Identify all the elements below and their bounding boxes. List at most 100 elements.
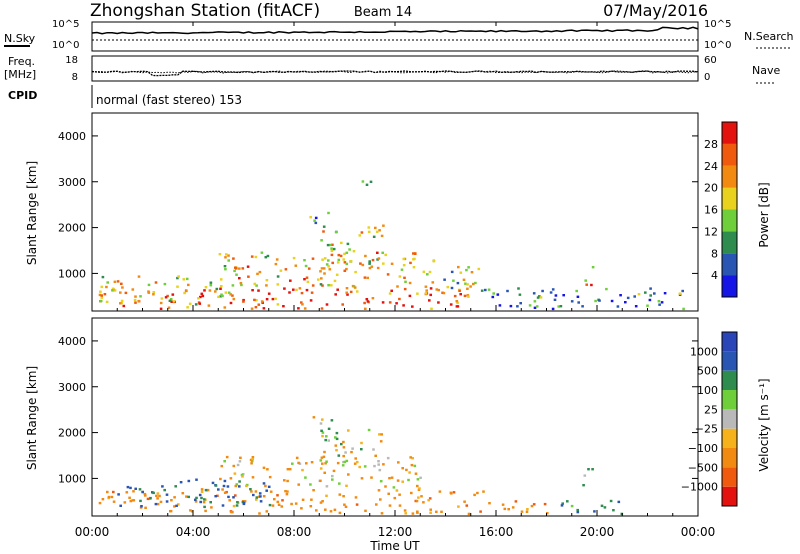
echo-cell xyxy=(273,498,276,501)
echo-cell xyxy=(382,262,385,265)
echo-cell xyxy=(479,510,482,513)
echo-cell xyxy=(147,283,151,287)
echo-cell xyxy=(113,280,117,283)
echo-cell xyxy=(119,291,122,294)
echo-cell xyxy=(364,307,367,310)
echo-cell xyxy=(590,283,593,287)
echo-cell xyxy=(149,496,152,500)
echo-cell xyxy=(123,501,127,504)
echo-cell xyxy=(182,278,186,281)
echo-cell xyxy=(541,289,544,293)
echo-cell xyxy=(353,286,357,289)
colorbar-tick-label: −25 xyxy=(695,423,718,436)
echo-cell xyxy=(239,281,243,285)
echo-cell xyxy=(250,462,253,465)
echo-cell xyxy=(228,499,231,502)
echo-cell xyxy=(333,279,337,283)
echo-cell xyxy=(342,258,345,261)
echo-cell xyxy=(416,484,419,488)
echo-cell xyxy=(428,299,431,302)
echo-cell xyxy=(517,287,520,290)
echo-cell xyxy=(325,460,328,463)
colorbar-swatch xyxy=(722,209,737,232)
colorbar-tick-label: 1000 xyxy=(690,345,718,358)
echo-cell xyxy=(251,476,255,479)
power-plot-frame xyxy=(91,112,699,312)
echo-cell xyxy=(101,498,105,501)
echo-cell xyxy=(492,292,495,295)
echo-cell xyxy=(223,460,226,463)
echo-region-0 xyxy=(98,488,485,516)
echo-cell xyxy=(113,289,117,292)
echo-region-2 xyxy=(219,455,422,490)
echo-cell xyxy=(359,262,362,265)
echo-cell xyxy=(232,504,236,508)
echo-cell xyxy=(358,234,362,237)
echo-cell xyxy=(254,490,258,493)
echo-cell xyxy=(456,281,460,285)
echo-cell xyxy=(266,254,270,258)
echo-cell xyxy=(344,505,348,508)
echo-cell xyxy=(311,257,315,260)
echo-cell xyxy=(388,477,391,480)
echo-cell xyxy=(343,261,347,264)
colorbar-frame xyxy=(721,331,738,507)
echo-cell xyxy=(314,216,318,220)
echo-cell xyxy=(466,294,470,297)
echo-region-8 xyxy=(584,266,595,287)
echo-cell xyxy=(301,303,304,306)
echo-cell xyxy=(259,500,263,503)
nsearch-tick-low: 10^0 xyxy=(704,40,731,51)
echo-cell xyxy=(467,266,470,269)
y-tick-label: 4000 xyxy=(58,335,86,348)
echo-cell xyxy=(187,283,190,287)
echo-cell xyxy=(320,307,324,310)
echo-cell xyxy=(169,509,173,513)
echo-cell xyxy=(176,285,179,288)
echo-cell xyxy=(324,508,327,511)
echo-cell xyxy=(463,294,467,298)
colorbar-swatch xyxy=(722,428,737,448)
colorbar-frame xyxy=(721,121,738,298)
echo-cell xyxy=(570,504,574,508)
colorbar-tick-label: 24 xyxy=(704,160,718,173)
echo-cell xyxy=(235,273,238,276)
echo-cell xyxy=(305,276,309,279)
echo-cell xyxy=(265,489,268,492)
echo-cell xyxy=(242,502,246,506)
echo-cell xyxy=(326,243,330,247)
echo-cell xyxy=(452,491,456,494)
echo-region-5 xyxy=(309,211,330,225)
echo-cell xyxy=(195,478,198,481)
echo-cell xyxy=(224,291,228,294)
echo-region-7 xyxy=(582,468,594,487)
echo-cell xyxy=(124,291,128,295)
echo-cell xyxy=(221,504,225,507)
echo-cell xyxy=(551,307,555,311)
velocity-heatmap xyxy=(98,416,624,516)
echo-cell xyxy=(322,230,325,233)
echo-cell xyxy=(165,500,169,503)
velocity-colorbar: 1000 500 100 25 −25 −100 −500 −1000 xyxy=(681,331,738,507)
echo-cell xyxy=(103,293,107,296)
echo-cell xyxy=(386,456,390,460)
echo-cell xyxy=(229,293,232,296)
echo-cell xyxy=(331,474,334,478)
echo-cell xyxy=(319,270,322,273)
echo-cell xyxy=(386,273,390,276)
echo-cell xyxy=(378,229,381,232)
y-tick-label: 1000 xyxy=(58,267,86,280)
echo-cell xyxy=(561,502,564,505)
echo-cell xyxy=(177,503,180,506)
echo-cell xyxy=(678,292,682,295)
echo-cell xyxy=(238,485,241,488)
echo-cell xyxy=(376,258,379,261)
echo-cell xyxy=(407,478,410,482)
echo-cell xyxy=(363,276,367,279)
echo-region-1 xyxy=(98,275,231,306)
echo-cell xyxy=(384,253,387,257)
echo-cell xyxy=(106,490,109,494)
echo-cell xyxy=(509,304,513,308)
echo-cell xyxy=(378,468,382,472)
echo-cell xyxy=(474,281,477,285)
